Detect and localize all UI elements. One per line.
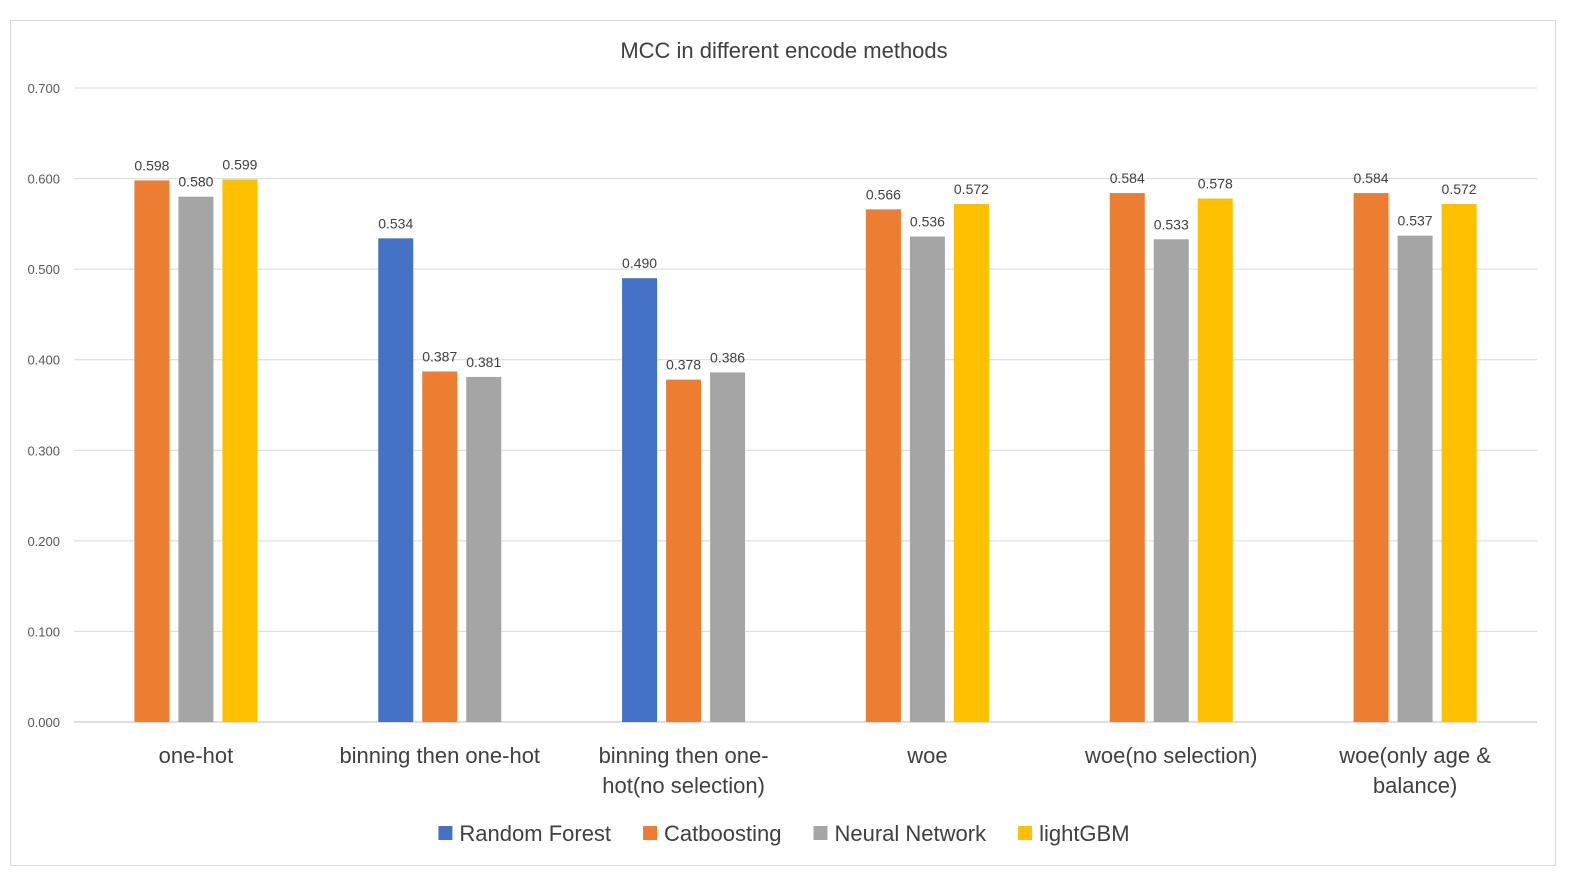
bar-neural-network bbox=[909, 236, 945, 722]
bar-catboosting bbox=[666, 379, 702, 722]
bar-neural-network bbox=[1397, 235, 1433, 723]
bar-neural-network bbox=[710, 372, 746, 722]
legend-label: Neural Network bbox=[834, 821, 987, 846]
x-category-label: one-hot bbox=[159, 743, 234, 768]
data-label: 0.381 bbox=[466, 354, 501, 370]
x-category-label: woe(no selection) bbox=[1084, 743, 1257, 768]
y-tick-label: 0.100 bbox=[27, 624, 60, 639]
y-tick-label: 0.000 bbox=[27, 715, 60, 730]
bar-catboosting bbox=[865, 209, 901, 722]
legend-swatch bbox=[438, 826, 453, 840]
legend-swatch bbox=[1018, 826, 1033, 840]
bars bbox=[134, 179, 1477, 723]
data-label: 0.536 bbox=[910, 214, 945, 230]
legend-label: Catboosting bbox=[664, 821, 781, 846]
y-tick-label: 0.500 bbox=[27, 262, 60, 277]
bar-lightgbm bbox=[1197, 198, 1233, 723]
data-label: 0.537 bbox=[1398, 213, 1433, 229]
data-label: 0.572 bbox=[1442, 181, 1477, 197]
data-label: 0.566 bbox=[866, 186, 901, 202]
bar-catboosting bbox=[134, 180, 170, 722]
data-label: 0.490 bbox=[622, 255, 657, 271]
data-label: 0.534 bbox=[378, 215, 413, 231]
y-tick-label: 0.200 bbox=[27, 534, 60, 549]
x-category-label: binning then one-hot bbox=[339, 743, 540, 768]
y-tick-label: 0.700 bbox=[27, 81, 60, 96]
bar-random-forest bbox=[378, 238, 414, 722]
data-label: 0.584 bbox=[1110, 170, 1145, 186]
data-label: 0.386 bbox=[710, 349, 745, 365]
data-label: 0.580 bbox=[178, 174, 213, 190]
x-category-label: binning then one- bbox=[599, 743, 769, 768]
y-axis-ticks: 0.000 0.100 0.200 0.300 0.400 0.500 0.600 0.700 bbox=[27, 81, 60, 730]
data-label: 0.387 bbox=[422, 348, 457, 364]
bar-neural-network bbox=[1153, 239, 1189, 723]
x-category-label: woe(only age & bbox=[1338, 743, 1491, 768]
x-category-label: hot(no selection) bbox=[602, 773, 765, 798]
y-tick-label: 0.400 bbox=[27, 353, 60, 368]
data-label: 0.598 bbox=[134, 157, 169, 173]
legend-label: lightGBM bbox=[1039, 821, 1129, 846]
bar-catboosting bbox=[1109, 193, 1145, 722]
chart-title: MCC in different encode methods bbox=[620, 38, 947, 63]
bar-lightgbm bbox=[222, 179, 258, 722]
bar-catboosting bbox=[1353, 193, 1389, 722]
x-category-label: woe bbox=[906, 743, 947, 768]
data-labels: 0.598 0.580 0.599 0.534 0.387 0.381 0.490 0.378… bbox=[134, 156, 1476, 372]
chart-frame bbox=[10, 20, 1556, 866]
legend-swatch bbox=[643, 826, 658, 840]
y-tick-label: 0.600 bbox=[27, 172, 60, 187]
data-label: 0.533 bbox=[1154, 216, 1189, 232]
data-label: 0.572 bbox=[954, 181, 989, 197]
legend-swatch bbox=[813, 826, 828, 840]
data-label: 0.378 bbox=[666, 357, 701, 373]
bar-random-forest bbox=[622, 278, 658, 722]
bar-lightgbm bbox=[953, 203, 989, 723]
x-category-label: balance) bbox=[1373, 773, 1457, 798]
bar-neural-network bbox=[466, 376, 502, 722]
data-label: 0.584 bbox=[1354, 170, 1389, 186]
data-label: 0.599 bbox=[222, 156, 257, 172]
x-axis-categories: one-hot binning then one-hot binning then … bbox=[159, 743, 1492, 798]
bar-lightgbm bbox=[1441, 203, 1477, 723]
y-tick-label: 0.300 bbox=[27, 443, 60, 458]
bar-neural-network bbox=[178, 196, 214, 722]
gridlines bbox=[74, 87, 1537, 723]
legend-label: Random Forest bbox=[459, 821, 611, 846]
legend: Random Forest Catboosting Neural Network li… bbox=[438, 821, 1130, 846]
data-label: 0.578 bbox=[1198, 175, 1233, 191]
bar-catboosting bbox=[422, 371, 458, 722]
